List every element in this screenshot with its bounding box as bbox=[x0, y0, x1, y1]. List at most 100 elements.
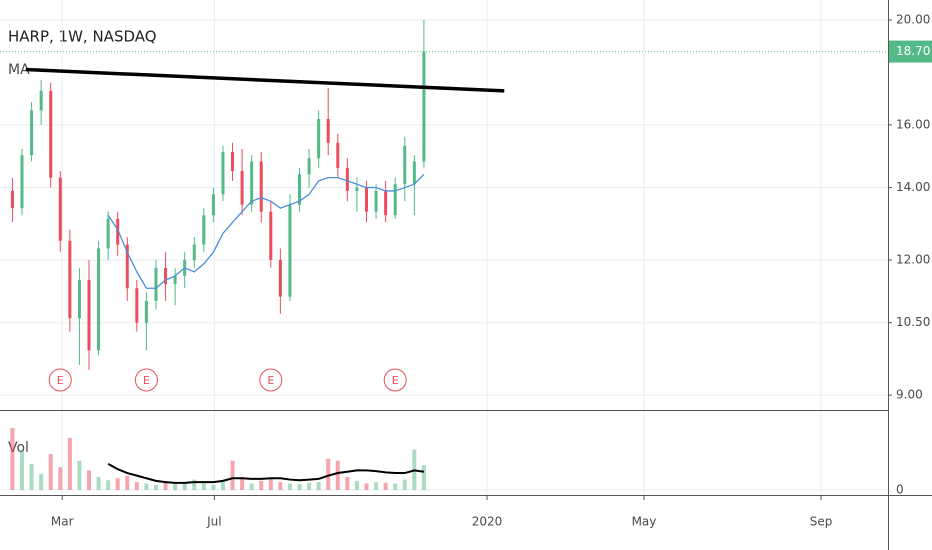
volume-bar bbox=[220, 482, 225, 490]
volume-bar bbox=[20, 450, 25, 490]
candle-body bbox=[384, 190, 388, 216]
candle-body bbox=[144, 300, 148, 323]
candle-body bbox=[250, 161, 254, 205]
candle-body bbox=[49, 90, 53, 178]
volume-bar bbox=[354, 480, 359, 490]
candle-body bbox=[58, 177, 62, 241]
volume-bar bbox=[335, 460, 340, 490]
volume-bar bbox=[58, 467, 63, 490]
volume-bar bbox=[326, 458, 331, 490]
candle-body bbox=[39, 90, 43, 111]
volume-bar bbox=[39, 473, 44, 490]
last-price-label: 18.70 bbox=[896, 44, 930, 58]
y-tick-label: 9.00 bbox=[896, 388, 923, 402]
candle-body bbox=[87, 279, 91, 351]
last-price-tag bbox=[889, 40, 932, 63]
y-tick-label: 14.00 bbox=[896, 180, 930, 194]
volume-ma-line bbox=[107, 463, 425, 484]
volume-bar bbox=[173, 484, 178, 490]
volume-bar bbox=[240, 476, 245, 490]
volume-bar bbox=[259, 480, 264, 490]
volume-bar bbox=[393, 483, 398, 490]
candle-body bbox=[336, 142, 340, 168]
candle-body bbox=[135, 288, 139, 323]
volume-bar bbox=[278, 482, 283, 490]
volume-bar bbox=[144, 483, 149, 490]
candle-body bbox=[97, 248, 101, 351]
volume-bar bbox=[211, 484, 216, 490]
earnings-label: E bbox=[267, 374, 274, 387]
volume-bar bbox=[86, 470, 91, 490]
y-tick-label: 10.50 bbox=[896, 315, 930, 329]
candle-body bbox=[355, 187, 359, 191]
candle-body bbox=[30, 110, 34, 156]
volume-bar bbox=[153, 484, 158, 490]
volume-bar bbox=[67, 437, 72, 490]
x-tick-label: Mar bbox=[51, 515, 74, 529]
volume-bar bbox=[77, 460, 82, 490]
volume-bar bbox=[316, 482, 321, 490]
earnings-marker bbox=[134, 368, 158, 392]
earnings-marker bbox=[383, 368, 407, 392]
candle-body bbox=[154, 267, 158, 301]
candle-body bbox=[68, 240, 72, 319]
candle-body bbox=[412, 161, 416, 185]
volume-bar bbox=[134, 482, 139, 490]
candle-body bbox=[164, 267, 168, 285]
volume-bar bbox=[96, 476, 101, 490]
y-tick-label: 20.00 bbox=[896, 13, 930, 27]
volume-bar bbox=[201, 483, 206, 490]
candle-body bbox=[374, 190, 378, 212]
candle-body bbox=[393, 184, 397, 216]
earnings-marker bbox=[48, 368, 72, 392]
volume-bar bbox=[364, 483, 369, 490]
candle-body bbox=[10, 190, 14, 209]
volume-bar bbox=[10, 428, 15, 490]
indicator-label: MA bbox=[8, 62, 30, 78]
trend-line bbox=[25, 67, 505, 93]
x-tick-label: 2020 bbox=[472, 515, 503, 529]
candle-body bbox=[317, 119, 321, 159]
earnings-label: E bbox=[143, 374, 150, 387]
y-tick-label: 16.00 bbox=[896, 117, 930, 131]
candle-body bbox=[422, 51, 426, 162]
y-tick-label: 0 bbox=[896, 483, 904, 497]
volume-bar bbox=[115, 478, 120, 490]
volume-bar bbox=[29, 463, 34, 490]
volume-bar bbox=[374, 482, 379, 490]
volume-bar bbox=[297, 484, 302, 490]
candle-body bbox=[259, 161, 263, 212]
candle-body bbox=[211, 194, 215, 216]
x-tick-label: Sep bbox=[810, 515, 833, 529]
volume-bar bbox=[125, 475, 130, 490]
candle-body bbox=[345, 167, 349, 191]
candle-body bbox=[326, 119, 330, 143]
volume-bar bbox=[48, 454, 53, 490]
volume-bar bbox=[383, 482, 388, 490]
volume-bar bbox=[163, 480, 168, 490]
candle-body bbox=[298, 174, 302, 205]
candle-body bbox=[106, 218, 110, 249]
candle-body bbox=[20, 155, 24, 209]
candle-body bbox=[192, 244, 196, 260]
candle-body bbox=[173, 275, 177, 285]
ma-line bbox=[107, 173, 425, 289]
candle-body bbox=[77, 279, 81, 319]
y-tick-label: 12.00 bbox=[896, 252, 930, 266]
volume-bar bbox=[345, 476, 350, 490]
volume-bar bbox=[307, 482, 312, 490]
volume-bar bbox=[106, 480, 111, 490]
candle-body bbox=[231, 152, 235, 172]
volume-bar bbox=[421, 465, 426, 490]
x-tick-label: Jul bbox=[206, 515, 221, 529]
candle-body bbox=[288, 204, 292, 297]
candle-body bbox=[202, 215, 206, 245]
candle-body bbox=[116, 218, 120, 245]
volume-bar bbox=[192, 479, 197, 490]
volume-bar bbox=[182, 482, 187, 490]
candle-body bbox=[403, 145, 407, 185]
candle-body bbox=[240, 171, 244, 205]
earnings-label: E bbox=[57, 374, 64, 387]
